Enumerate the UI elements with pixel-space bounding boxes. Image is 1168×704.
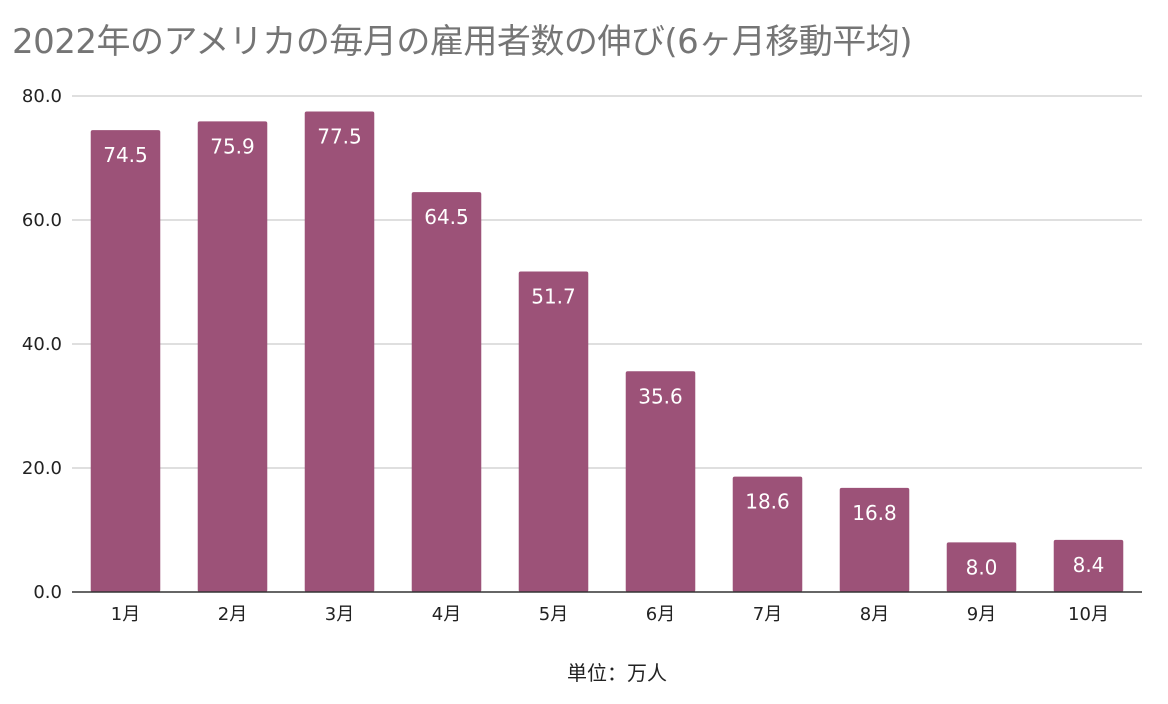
bar (197, 121, 268, 593)
bar (946, 542, 1017, 592)
x-tick-label: 5月 (539, 604, 568, 625)
bar (625, 371, 696, 592)
data-label: 18.6 (745, 490, 790, 514)
bar (90, 130, 161, 592)
data-label: 16.8 (852, 501, 897, 525)
x-tick-label: 9月 (967, 604, 996, 625)
data-label: 8.4 (1073, 553, 1105, 577)
data-label: 8.0 (966, 555, 998, 579)
x-axis-label: 単位：万人 (567, 661, 667, 685)
y-tick-label: 40.0 (22, 334, 62, 355)
bar (1053, 539, 1124, 592)
x-tick-label: 3月 (325, 604, 354, 625)
x-tick-label: 2月 (218, 604, 247, 625)
data-label: 51.7 (531, 284, 576, 308)
data-label: 75.9 (210, 134, 255, 158)
bar (732, 476, 803, 592)
x-tick-label: 10月 (1068, 604, 1109, 625)
data-label: 64.5 (424, 205, 469, 229)
x-tick-label: 6月 (646, 604, 675, 625)
bar (304, 111, 375, 592)
x-tick-label: 8月 (860, 604, 889, 625)
data-label: 77.5 (317, 125, 362, 149)
data-label: 35.6 (638, 384, 683, 408)
bar (839, 487, 910, 592)
y-tick-label: 20.0 (22, 458, 62, 479)
bar (411, 192, 482, 592)
x-tick-label: 4月 (432, 604, 461, 625)
y-tick-label: 80.0 (22, 86, 62, 107)
x-tick-label: 1月 (111, 604, 140, 625)
data-label: 74.5 (103, 143, 148, 167)
chart-title: 2022年のアメリカの毎月の雇用者数の伸び(6ヶ月移動平均) (12, 22, 913, 62)
x-tick-label: 7月 (753, 604, 782, 625)
bar (518, 271, 589, 592)
y-tick-label: 0.0 (33, 582, 62, 603)
y-tick-label: 60.0 (22, 210, 62, 231)
